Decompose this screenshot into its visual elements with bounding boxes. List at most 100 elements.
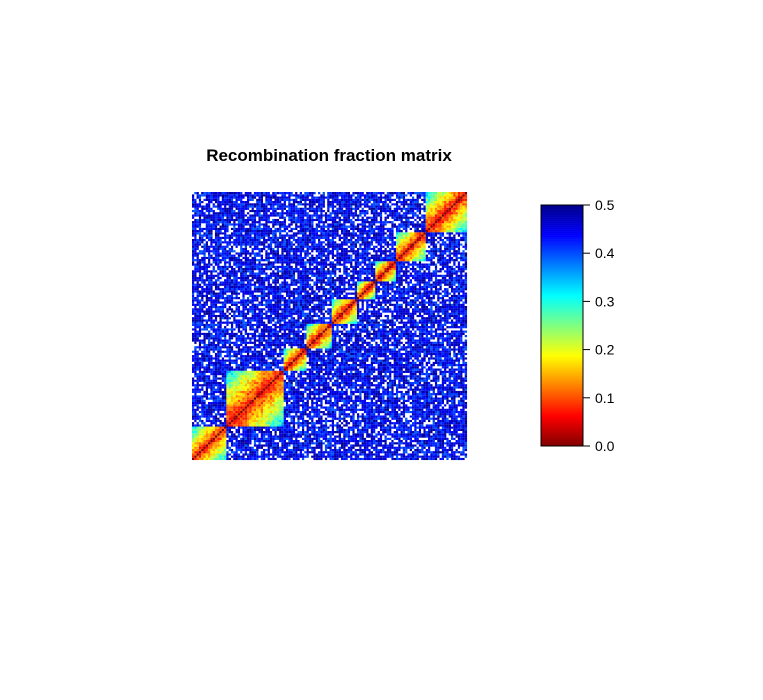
heatmap-cell (283, 252, 287, 255)
heatmap-cell (281, 323, 284, 327)
heatmap-cell (221, 413, 225, 416)
heatmap-cell (196, 348, 199, 351)
heatmap-cell (260, 314, 264, 318)
heatmap-cell (230, 292, 234, 295)
heatmap-cell (258, 455, 261, 458)
heatmap-cell (235, 419, 238, 423)
heatmap-cell (201, 406, 204, 409)
heatmap-cell (253, 223, 257, 226)
heatmap-cell (221, 361, 225, 365)
heatmap-cell (221, 303, 225, 306)
heatmap-cell (281, 346, 284, 349)
heatmap-cell (240, 381, 243, 385)
heatmap-cell (251, 359, 254, 362)
heatmap-cell (194, 372, 197, 376)
heatmap-cell (274, 192, 277, 195)
heatmap-cell (269, 299, 273, 302)
heatmap-cell (214, 422, 218, 425)
heatmap-cell (226, 292, 229, 295)
heatmap-cell (196, 395, 199, 398)
heatmap-cell (263, 207, 266, 210)
heatmap-cell (221, 348, 225, 351)
heatmap-cell (240, 368, 243, 371)
heatmap-cell (258, 243, 261, 246)
heatmap-cell (194, 359, 197, 362)
heatmap-cell (285, 388, 289, 391)
heatmap-cell (237, 408, 241, 411)
heatmap-cell (251, 451, 254, 454)
heatmap-cell (212, 234, 215, 237)
heatmap-cell (219, 370, 222, 373)
heatmap-cell (237, 346, 241, 349)
heatmap-cell (201, 247, 204, 251)
heatmap-cell (279, 417, 282, 420)
heatmap-cell (267, 428, 270, 432)
heatmap-cell (244, 299, 248, 302)
heatmap-cell (283, 232, 287, 235)
heatmap-cell (226, 422, 229, 425)
heatmap-cell (279, 194, 282, 197)
heatmap-cell (251, 288, 254, 291)
heatmap-cell (251, 410, 254, 414)
heatmap-cell (203, 232, 206, 235)
heatmap-cell (251, 214, 254, 217)
heatmap-cell (249, 455, 252, 458)
heatmap-cell (281, 363, 284, 367)
heatmap-cell (242, 408, 245, 411)
heatmap-cell (256, 350, 259, 353)
heatmap-cell (228, 328, 232, 331)
heatmap-cell (210, 359, 213, 362)
heatmap-cell (249, 397, 252, 400)
heatmap-cell (235, 375, 238, 378)
heatmap-cell (214, 408, 218, 411)
heatmap-cell (269, 424, 273, 427)
heatmap-cell (203, 442, 206, 445)
heatmap-cell (192, 205, 195, 208)
heatmap-cell (276, 339, 280, 342)
heatmap-cell (198, 428, 202, 432)
heatmap-cell (208, 261, 211, 264)
heatmap-cell (258, 207, 261, 210)
heatmap-cell (240, 312, 243, 315)
heatmap-cell (198, 305, 202, 309)
heatmap-cell (192, 422, 195, 425)
heatmap-cell (265, 301, 268, 304)
heatmap-cell (205, 256, 209, 260)
heatmap-cell (251, 401, 254, 405)
heatmap-cell (235, 457, 238, 461)
heatmap-cell (242, 243, 245, 246)
heatmap-cell (201, 200, 204, 204)
heatmap-cell (256, 218, 259, 222)
heatmap-cell (214, 375, 218, 378)
heatmap-cell (219, 386, 222, 389)
heatmap-cell (192, 294, 195, 298)
heatmap-cell (256, 312, 259, 315)
heatmap-cell (235, 334, 238, 338)
heatmap-cell (194, 410, 197, 414)
heatmap-cell (258, 439, 261, 443)
heatmap-cell (208, 276, 211, 280)
heatmap-cell (240, 292, 243, 295)
heatmap-cell (285, 417, 289, 420)
heatmap-cell (251, 299, 254, 302)
heatmap-cell (196, 321, 199, 324)
heatmap-cell (260, 223, 264, 226)
heatmap-cell (233, 281, 236, 284)
heatmap-cell (194, 341, 197, 344)
heatmap-cell (214, 319, 218, 322)
heatmap-cell (283, 379, 287, 382)
heatmap-cell (208, 408, 211, 411)
heatmap-cell (260, 272, 264, 275)
heatmap-cell (205, 350, 209, 353)
heatmap-cell (196, 448, 199, 452)
heatmap-cell (283, 341, 287, 344)
heatmap-cell (272, 241, 275, 244)
heatmap-cell (192, 272, 195, 275)
heatmap-cell (221, 301, 225, 304)
heatmap-cell (226, 448, 229, 452)
heatmap-cell (205, 439, 209, 443)
heatmap-cell (247, 328, 250, 331)
heatmap-cell (258, 332, 261, 335)
heatmap-cell (256, 419, 259, 423)
heatmap-cell (233, 205, 236, 208)
